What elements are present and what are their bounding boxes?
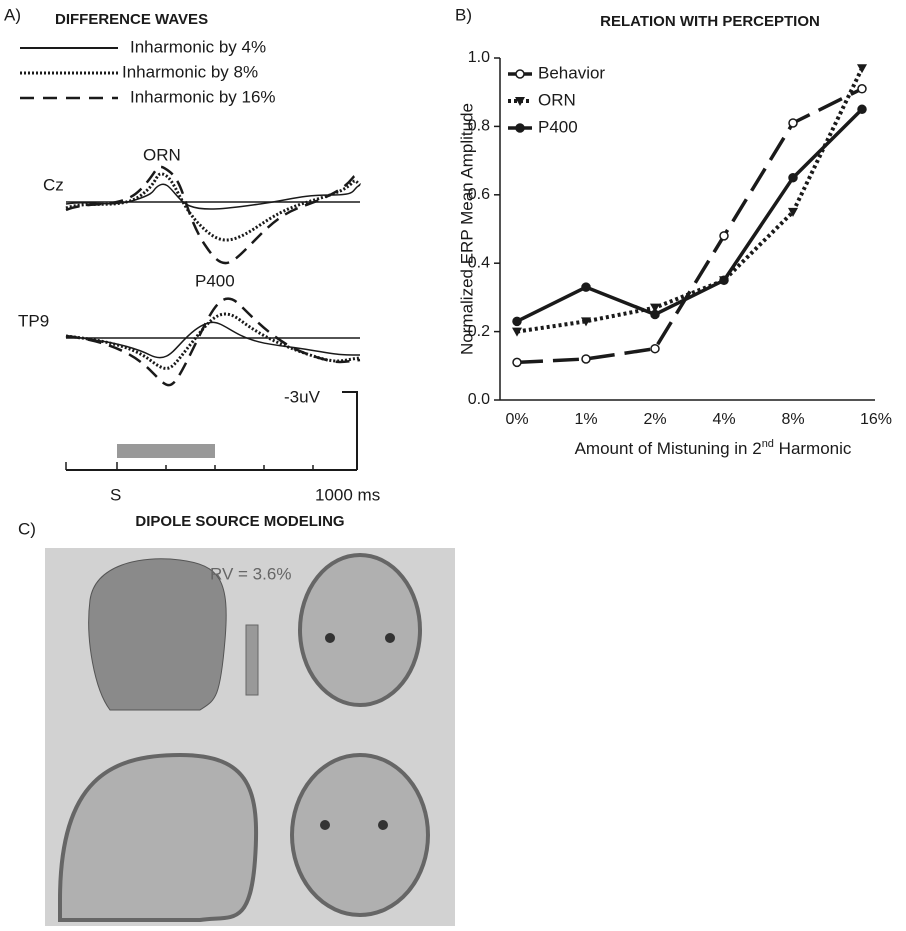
y-tick-label: 1.0 xyxy=(468,49,490,66)
waveforms-cz xyxy=(66,167,360,263)
x-axis-label: Amount of Mistuning in 2nd Harmonic xyxy=(575,438,852,459)
series-line xyxy=(517,109,862,321)
panel-b: B) RELATION WITH PERCEPTION Normalized E… xyxy=(455,5,892,458)
x-axis-label-part: Amount of Mistuning in 2 xyxy=(575,439,762,458)
head-model xyxy=(89,559,226,710)
x-tick-label: 1% xyxy=(574,411,597,428)
scale-label: -3uV xyxy=(284,387,321,406)
dipole xyxy=(378,820,388,830)
stimulus-bar xyxy=(117,444,215,458)
time-ticks xyxy=(66,462,313,470)
legend-label: ORN xyxy=(538,90,576,109)
dipole xyxy=(325,633,335,643)
legend-label: Inharmonic by 4% xyxy=(130,37,266,56)
y-tick-label: 0.6 xyxy=(468,186,490,203)
marker xyxy=(516,124,524,132)
channel-label: Cz xyxy=(43,175,64,194)
scale-bar xyxy=(342,392,357,470)
panel-label: C) xyxy=(18,519,36,538)
y-tick-label: 0.0 xyxy=(468,391,490,408)
figure: A) DIFFERENCE WAVES Inharmonic by 4% Inh… xyxy=(0,0,906,926)
y-tick-label: 0.8 xyxy=(468,118,490,135)
annotation: RV = 3.6% xyxy=(210,564,291,583)
channel-label: TP9 xyxy=(18,311,49,330)
legend-label: Inharmonic by 16% xyxy=(130,87,276,106)
marker xyxy=(858,105,866,113)
marker xyxy=(720,232,728,240)
marker xyxy=(582,283,590,291)
marker xyxy=(651,311,659,319)
dipole xyxy=(320,820,330,830)
legend-label: Behavior xyxy=(538,63,605,82)
chart-title: RELATION WITH PERCEPTION xyxy=(600,13,820,30)
time-label: 1000 ms xyxy=(315,485,380,504)
time-label: S xyxy=(110,485,121,504)
color-scale xyxy=(246,625,258,695)
marker xyxy=(651,345,659,353)
y-axis-label: Normalized ERP Mean Amplitude xyxy=(457,103,476,355)
waveforms-tp9 xyxy=(66,299,360,386)
panel-label: A) xyxy=(4,5,21,24)
marker xyxy=(516,70,524,78)
legend-label: P400 xyxy=(538,117,578,136)
panel-a: A) DIFFERENCE WAVES Inharmonic by 4% Inh… xyxy=(4,5,380,504)
marker xyxy=(789,119,797,127)
marker xyxy=(857,64,867,73)
marker xyxy=(582,355,590,363)
axial-slice xyxy=(300,555,420,705)
x-tick-label: 4% xyxy=(712,411,735,428)
x-tick-label: 0% xyxy=(505,411,528,428)
panel-title: DIFFERENCE WAVES xyxy=(55,11,208,28)
x-tick-label: 2% xyxy=(643,411,666,428)
panel-c: C) DIPOLE SOURCE MODELING RV = 3.6% xyxy=(18,513,455,926)
y-tick-label: 0.2 xyxy=(468,323,490,340)
marker xyxy=(720,276,728,284)
marker xyxy=(858,85,866,93)
x-axis-label-part: Harmonic xyxy=(774,439,852,458)
peak-label: P400 xyxy=(195,271,235,290)
marker xyxy=(512,328,522,337)
marker xyxy=(513,358,521,366)
page: {"panel_a": {"label": "A)", "title": "DI… xyxy=(0,0,906,926)
x-tick-label: 16% xyxy=(860,411,892,428)
panel-title: DIPOLE SOURCE MODELING xyxy=(135,513,344,530)
coronal-slice xyxy=(292,755,428,915)
marker xyxy=(789,174,797,182)
x-tick-label: 8% xyxy=(781,411,804,428)
x-axis-label-sup: nd xyxy=(762,438,774,450)
marker xyxy=(513,317,521,325)
panel-label: B) xyxy=(455,5,472,24)
dipole xyxy=(385,633,395,643)
legend-label: Inharmonic by 8% xyxy=(122,62,258,81)
y-tick-label: 0.4 xyxy=(468,254,490,271)
peak-label: ORN xyxy=(143,145,181,164)
